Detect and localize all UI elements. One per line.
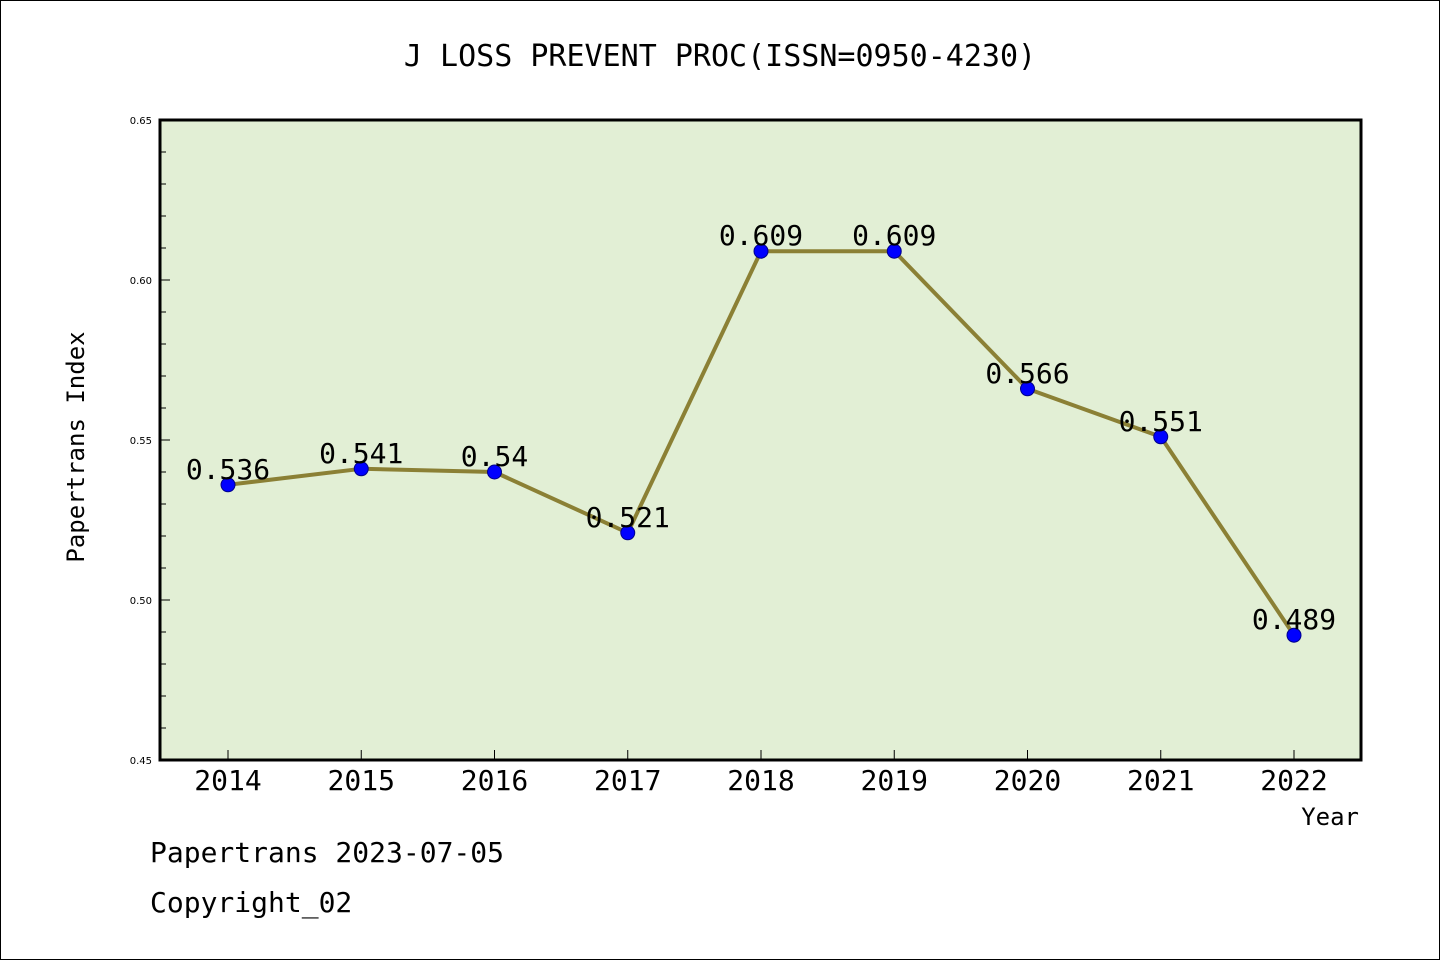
data-point	[487, 464, 502, 480]
x-tick-label: 2015	[328, 764, 395, 797]
data-label: 0.609	[719, 219, 803, 252]
y-tick-label: 0.65	[130, 116, 152, 127]
chart-title: J LOSS PREVENT PROC(ISSN=0950-4230)	[404, 39, 1036, 74]
x-tick-label: 2020	[994, 764, 1061, 797]
data-point	[753, 243, 769, 259]
y-tick-label: 0.60	[130, 276, 152, 287]
y-tick-label: 0.50	[130, 596, 152, 607]
data-label: 0.536	[186, 453, 270, 486]
data-point	[1286, 627, 1302, 643]
data-label: 0.54	[461, 440, 528, 473]
x-tick-label: 2016	[461, 764, 528, 797]
source-date-text: Papertrans 2023-07-05	[150, 836, 505, 869]
data-point	[886, 243, 902, 259]
x-axis-ticks: 2014 2015 2016 2017 2018 2019 2020 2021 2022	[194, 750, 1328, 797]
data-label: 0.489	[1252, 603, 1336, 636]
y-tick-label: 0.45	[130, 756, 152, 767]
data-label: 0.521	[586, 501, 670, 534]
data-point	[1153, 429, 1169, 445]
data-point	[1020, 381, 1035, 397]
copyright-text: Copyright_02	[150, 886, 353, 919]
data-label: 0.541	[319, 437, 403, 470]
data-label: 0.609	[852, 219, 936, 252]
data-point	[620, 525, 636, 541]
x-tick-label: 2022	[1260, 764, 1327, 797]
y-axis-label: Papertrans Index	[62, 331, 90, 562]
x-tick-label: 2014	[194, 764, 261, 797]
data-label: 0.551	[1119, 405, 1203, 438]
series-layer: 0.536 0.541 0.54 0.521 0.609 0.609 0.566 0.551 0…	[186, 219, 1336, 643]
data-point	[220, 477, 236, 493]
x-tick-label: 2021	[1127, 764, 1194, 797]
y-axis-ticks: 0.45 0.50 0.55 0.60 0.65	[130, 116, 170, 767]
x-tick-label: 2017	[594, 764, 661, 797]
x-tick-label: 2018	[727, 764, 794, 797]
data-point	[353, 461, 369, 477]
x-tick-label: 2019	[861, 764, 928, 797]
data-label: 0.566	[985, 357, 1069, 390]
x-axis-label: Year	[1301, 803, 1359, 831]
y-tick-label: 0.55	[130, 436, 152, 447]
